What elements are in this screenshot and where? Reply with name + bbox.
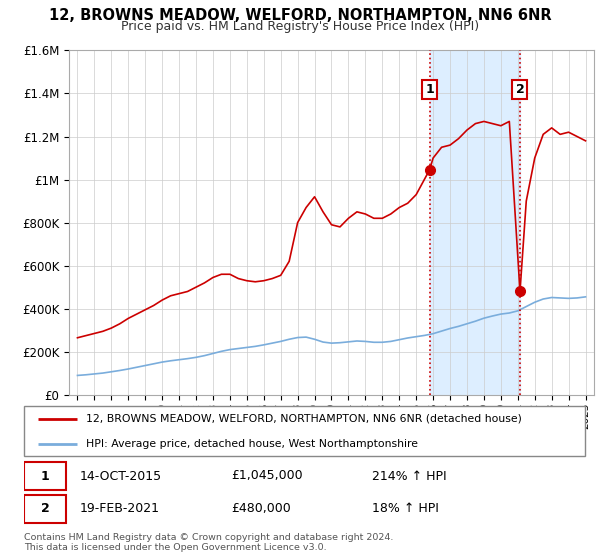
Text: 14-OCT-2015: 14-OCT-2015 (80, 469, 162, 483)
FancyBboxPatch shape (24, 495, 66, 523)
Text: 2: 2 (515, 83, 524, 96)
Text: £1,045,000: £1,045,000 (232, 469, 303, 483)
Text: £480,000: £480,000 (232, 502, 292, 515)
Text: 1: 1 (41, 469, 49, 483)
Text: 214% ↑ HPI: 214% ↑ HPI (372, 469, 446, 483)
Text: 18% ↑ HPI: 18% ↑ HPI (372, 502, 439, 515)
FancyBboxPatch shape (24, 406, 585, 456)
Text: 1: 1 (425, 83, 434, 96)
Text: This data is licensed under the Open Government Licence v3.0.: This data is licensed under the Open Gov… (24, 543, 326, 552)
Text: 2: 2 (41, 502, 49, 515)
Text: 19-FEB-2021: 19-FEB-2021 (80, 502, 160, 515)
Text: Price paid vs. HM Land Registry's House Price Index (HPI): Price paid vs. HM Land Registry's House … (121, 20, 479, 32)
Bar (430, 50, 520, 395)
FancyBboxPatch shape (24, 462, 66, 490)
Text: 12, BROWNS MEADOW, WELFORD, NORTHAMPTON, NN6 6NR: 12, BROWNS MEADOW, WELFORD, NORTHAMPTON,… (49, 8, 551, 24)
Text: 12, BROWNS MEADOW, WELFORD, NORTHAMPTON, NN6 6NR (detached house): 12, BROWNS MEADOW, WELFORD, NORTHAMPTON,… (86, 414, 521, 423)
Text: HPI: Average price, detached house, West Northamptonshire: HPI: Average price, detached house, West… (86, 439, 418, 449)
Text: Contains HM Land Registry data © Crown copyright and database right 2024.: Contains HM Land Registry data © Crown c… (24, 533, 394, 542)
